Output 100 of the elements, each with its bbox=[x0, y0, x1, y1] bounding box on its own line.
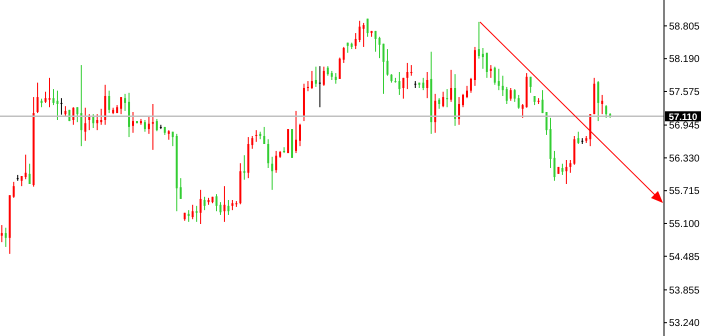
candlestick bbox=[180, 178, 182, 200]
candlestick bbox=[216, 194, 218, 212]
candlestick bbox=[569, 160, 572, 174]
candlestick bbox=[486, 52, 488, 78]
candlestick bbox=[442, 91, 444, 108]
candlestick bbox=[406, 62, 408, 90]
candlestick bbox=[310, 70, 313, 90]
candlestick bbox=[188, 210, 190, 222]
candlestick bbox=[561, 163, 564, 176]
candlestick bbox=[446, 88, 448, 108]
candlestick bbox=[426, 72, 428, 99]
candlestick bbox=[168, 130, 170, 140]
candlestick bbox=[108, 90, 110, 114]
candlestick bbox=[144, 120, 146, 132]
candlestick bbox=[120, 96, 122, 115]
candlestick bbox=[152, 104, 154, 150]
candlestick bbox=[104, 84, 106, 126]
candlestick bbox=[267, 138, 270, 168]
candlestick bbox=[490, 64, 492, 78]
candlestick bbox=[462, 93, 464, 108]
candlestick bbox=[4, 227, 7, 248]
candlestick bbox=[80, 64, 82, 147]
candlestick bbox=[358, 20, 361, 43]
candlestick bbox=[326, 66, 329, 76]
candlestick bbox=[124, 93, 126, 112]
candlestick bbox=[386, 48, 388, 76]
y-tick-label: 56.945 bbox=[669, 120, 700, 132]
candlestick bbox=[510, 88, 512, 102]
candlestick bbox=[44, 91, 47, 104]
candlestick bbox=[60, 98, 62, 116]
candlestick bbox=[362, 22, 365, 48]
candlestick bbox=[530, 76, 532, 94]
candlestick bbox=[287, 128, 290, 154]
candlestick bbox=[514, 88, 516, 102]
candlestick bbox=[227, 200, 230, 216]
candlestick bbox=[318, 66, 321, 108]
candlestick bbox=[92, 114, 94, 128]
candlestick bbox=[542, 90, 544, 114]
candlestick bbox=[438, 98, 440, 110]
candlestick bbox=[84, 107, 86, 142]
candlestick bbox=[478, 21, 480, 60]
candlestick bbox=[378, 36, 381, 59]
candlestick bbox=[64, 106, 66, 118]
candlestick bbox=[422, 77, 424, 91]
candlestick bbox=[219, 202, 222, 216]
candlestick bbox=[251, 136, 254, 150]
candlestick bbox=[271, 156, 274, 190]
y-tick-label: 56.330 bbox=[669, 153, 700, 164]
candlestick bbox=[243, 154, 246, 180]
y-tick-label: 53.855 bbox=[669, 285, 700, 296]
candlestick bbox=[450, 69, 452, 102]
candlestick bbox=[48, 77, 51, 108]
candlestick bbox=[597, 80, 600, 122]
candlestick bbox=[28, 163, 31, 184]
candlestick bbox=[200, 189, 202, 224]
candlestick bbox=[314, 66, 317, 88]
candlestick bbox=[506, 86, 508, 104]
y-tick-label: 58.190 bbox=[669, 54, 700, 66]
candlestick bbox=[322, 66, 325, 86]
candlestick bbox=[366, 18, 369, 38]
candlestick bbox=[494, 66, 496, 86]
candlestick bbox=[382, 43, 384, 94]
candlestick bbox=[330, 70, 333, 80]
candlestick bbox=[482, 48, 484, 70]
candlestick bbox=[72, 106, 74, 126]
candlestick bbox=[263, 126, 266, 144]
candlestick bbox=[334, 72, 337, 84]
candlestick bbox=[20, 176, 23, 187]
candlestick bbox=[605, 104, 608, 118]
candlestick bbox=[231, 200, 234, 211]
candlestick bbox=[546, 112, 548, 136]
candlestick bbox=[100, 108, 102, 126]
candlestick bbox=[398, 72, 400, 96]
candlestick bbox=[522, 104, 524, 118]
candlestick bbox=[518, 94, 520, 110]
candlestick bbox=[553, 150, 556, 182]
candlestick bbox=[156, 118, 158, 132]
candlestick bbox=[402, 77, 404, 100]
candlestick bbox=[223, 186, 226, 222]
candlestick bbox=[96, 114, 98, 131]
candlestick bbox=[502, 75, 504, 96]
candlestick bbox=[374, 30, 377, 52]
ref-line-label: 57.110 bbox=[668, 112, 698, 123]
candlestick bbox=[148, 115, 150, 134]
candlestick bbox=[458, 96, 460, 126]
candlestick bbox=[346, 42, 349, 54]
candlestick bbox=[299, 123, 301, 147]
candlestick bbox=[470, 77, 472, 94]
candlestick bbox=[12, 181, 15, 198]
y-tick-label: 57.575 bbox=[669, 87, 700, 98]
candlestick bbox=[88, 114, 90, 131]
candlestick bbox=[466, 85, 468, 99]
y-tick-label: 54.485 bbox=[669, 252, 700, 263]
candlestick bbox=[565, 160, 568, 184]
candlestick bbox=[52, 88, 54, 106]
candlestick bbox=[204, 196, 206, 211]
y-tick-label: 53.240 bbox=[669, 318, 700, 330]
candlestick bbox=[295, 110, 298, 154]
y-tick-label: 58.805 bbox=[669, 21, 700, 32]
candlestick bbox=[196, 205, 198, 222]
